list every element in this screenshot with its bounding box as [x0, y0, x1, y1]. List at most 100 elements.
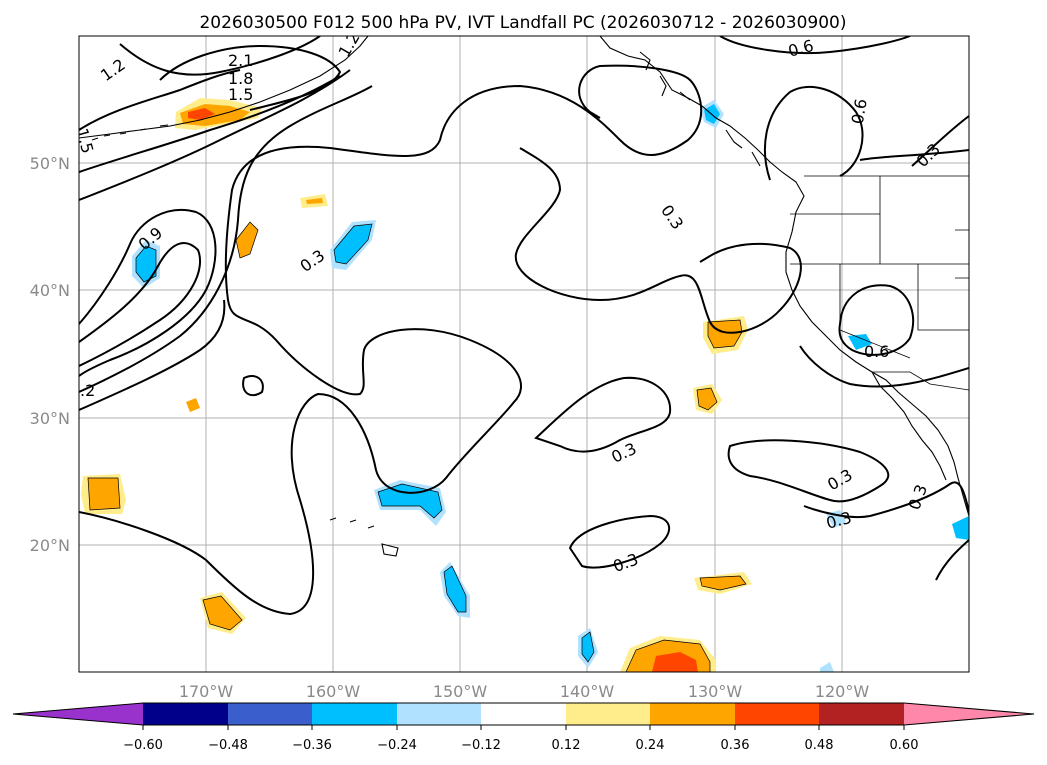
- contour-label: 1.5: [228, 85, 253, 104]
- patch-outline: [333, 223, 373, 265]
- contour-1-2: [79, 242, 201, 367]
- north-american-coast: [599, 36, 969, 517]
- map-panel: 2.1 1.8 1.5 1.2 1.2 1.5 0.9 .2 0.3 0.3 0…: [72, 35, 970, 673]
- contour-0-6: [764, 85, 864, 181]
- lon-label-130w: 130°W: [688, 682, 743, 701]
- contour-label: 1.5: [72, 126, 97, 156]
- contour-1-5: [79, 299, 226, 411]
- colorbar-segment-under: [13, 703, 143, 725]
- contour-lines: [79, 36, 969, 616]
- colorbar-segment: [397, 703, 481, 725]
- positive-patch: [697, 388, 717, 410]
- contour-label: 1.8: [228, 69, 253, 88]
- colorbar-tick-label: 0.60: [890, 738, 919, 753]
- anomaly-outlines: [87, 221, 747, 672]
- negative-patch: [378, 484, 442, 518]
- patch-outline: [699, 575, 747, 591]
- patch-outline: [87, 477, 121, 511]
- patch-outline: [696, 387, 718, 411]
- colorbar-segment: [819, 703, 904, 725]
- positive-patch: [708, 320, 742, 348]
- colorbar-tick-label: −0.60: [123, 738, 163, 753]
- positive-patch: [188, 108, 215, 120]
- contour-0-3: [727, 439, 890, 503]
- contour-label: 0.6: [848, 97, 871, 125]
- contour-label: .2: [80, 381, 95, 400]
- colorbar-segment: [735, 703, 819, 725]
- lat-label-30n: 30°N: [30, 409, 70, 428]
- contour-1-2: [79, 85, 373, 393]
- contour-0-6: [799, 345, 969, 388]
- contour-label: 0.6: [864, 342, 889, 361]
- patch-outline: [135, 245, 157, 283]
- contour-0-9: [79, 208, 217, 377]
- positive-patch: [652, 652, 698, 672]
- colorbar-ticks: [142, 725, 905, 730]
- lat-label-50n: 50°N: [30, 154, 70, 173]
- colorbar-segment: [143, 703, 228, 725]
- contour-0-6: [911, 115, 969, 167]
- negative-patch: [444, 566, 466, 612]
- map-background: [79, 36, 969, 672]
- positive-patch: [203, 596, 242, 630]
- colorbar: −0.60 −0.48 −0.36 −0.24 −0.12 0.12 0.24 …: [12, 702, 1035, 753]
- alaska-coast: [79, 36, 369, 139]
- contour-2-1: [159, 44, 342, 111]
- contour-0-6: [859, 149, 969, 161]
- contour-1-5: [79, 69, 351, 201]
- contour-0-3: [568, 514, 671, 569]
- colorbar-segment: [566, 703, 650, 725]
- latitude-labels: 20°N 30°N 40°N 50°N: [30, 154, 70, 555]
- colorbar-tick-labels: −0.60 −0.48 −0.36 −0.24 −0.12 0.12 0.24 …: [123, 738, 918, 753]
- patch-outline: [235, 221, 259, 259]
- lon-label-120w: 120°W: [815, 682, 870, 701]
- contour-0-6: [719, 36, 911, 55]
- contour-0-3: [935, 539, 969, 581]
- colorbar-segment: [312, 703, 397, 725]
- contour-0-6: [838, 284, 915, 356]
- contour-0-3: [79, 64, 703, 616]
- patch-outline: [581, 631, 595, 663]
- colorbar-segment: [228, 703, 312, 725]
- negative-patch: [582, 632, 594, 662]
- colorbar-tick-label: −0.36: [292, 738, 332, 753]
- lat-label-20n: 20°N: [30, 536, 70, 555]
- patch-outline: [625, 639, 711, 672]
- colorbar-tick-label: 0.12: [552, 738, 581, 753]
- aleutians: [91, 124, 169, 141]
- lon-label-170w: 170°W: [179, 682, 234, 701]
- colorbar-tick-label: 0.48: [805, 738, 834, 753]
- lon-label-140w: 140°W: [560, 682, 615, 701]
- colorbar-tick-label: 0.24: [636, 738, 665, 753]
- colorbar-tick-label: −0.48: [208, 738, 248, 753]
- contour-0-3: [242, 374, 264, 397]
- map-title: 2026030500 F012 500 hPa PV, IVT Landfall…: [199, 13, 846, 33]
- negative-patch: [136, 246, 156, 282]
- patch-outline: [443, 565, 467, 613]
- colorbar-segment-over: [904, 703, 1034, 725]
- contour-0-3: [803, 481, 969, 519]
- us-mexico-border: [872, 371, 969, 391]
- map-frame: [78, 35, 970, 673]
- colorbar-tick-label: −0.24: [377, 738, 417, 753]
- colorbar-tick-label: −0.12: [461, 738, 501, 753]
- lon-label-160w: 160°W: [306, 682, 361, 701]
- contour-0-3: [534, 376, 672, 453]
- graticule: [79, 36, 969, 672]
- baja-coast: [871, 371, 947, 481]
- colorbar-tick-label: 0.36: [721, 738, 750, 753]
- lon-label-150w: 150°W: [433, 682, 488, 701]
- colorbar-segment: [650, 703, 735, 725]
- patch-outline: [377, 483, 443, 519]
- longitude-labels: 170°W 160°W 150°W 140°W 130°W 120°W: [179, 682, 870, 701]
- contour-1-2: [119, 36, 321, 76]
- colorbar-segment: [481, 703, 566, 725]
- positive-patch: [306, 198, 323, 204]
- positive-patch: [236, 222, 258, 258]
- negative-patch: [952, 516, 969, 540]
- patch-outline: [707, 319, 743, 349]
- contour-1-2: [79, 69, 241, 131]
- positive-patch: [186, 398, 200, 412]
- positive-patch: [88, 478, 120, 510]
